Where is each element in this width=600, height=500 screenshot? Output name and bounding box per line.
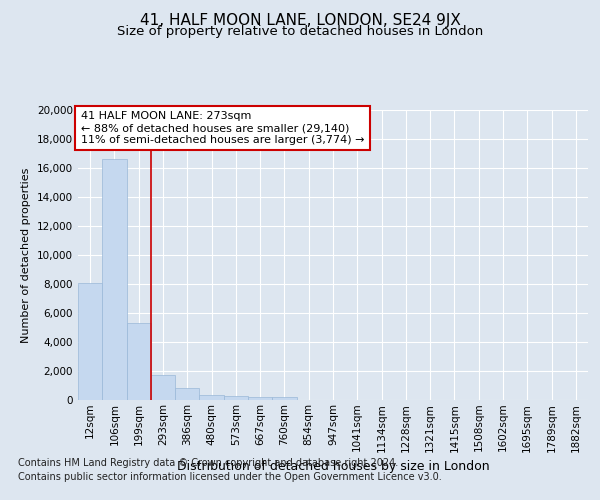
- Text: Contains HM Land Registry data © Crown copyright and database right 2024.: Contains HM Land Registry data © Crown c…: [18, 458, 398, 468]
- Bar: [248, 396, 272, 400]
- Y-axis label: Number of detached properties: Number of detached properties: [22, 168, 31, 342]
- Bar: [175, 388, 199, 400]
- Bar: [78, 282, 102, 400]
- Text: Contains public sector information licensed under the Open Government Licence v3: Contains public sector information licen…: [18, 472, 442, 482]
- Bar: [102, 160, 127, 400]
- Bar: [151, 374, 175, 400]
- Text: 41 HALF MOON LANE: 273sqm
← 88% of detached houses are smaller (29,140)
11% of s: 41 HALF MOON LANE: 273sqm ← 88% of detac…: [80, 112, 364, 144]
- Text: 41, HALF MOON LANE, LONDON, SE24 9JX: 41, HALF MOON LANE, LONDON, SE24 9JX: [140, 12, 460, 28]
- Bar: [199, 395, 224, 400]
- Bar: [272, 397, 296, 400]
- X-axis label: Distribution of detached houses by size in London: Distribution of detached houses by size …: [176, 460, 490, 473]
- Bar: [224, 396, 248, 400]
- Bar: [127, 323, 151, 400]
- Text: Size of property relative to detached houses in London: Size of property relative to detached ho…: [117, 25, 483, 38]
